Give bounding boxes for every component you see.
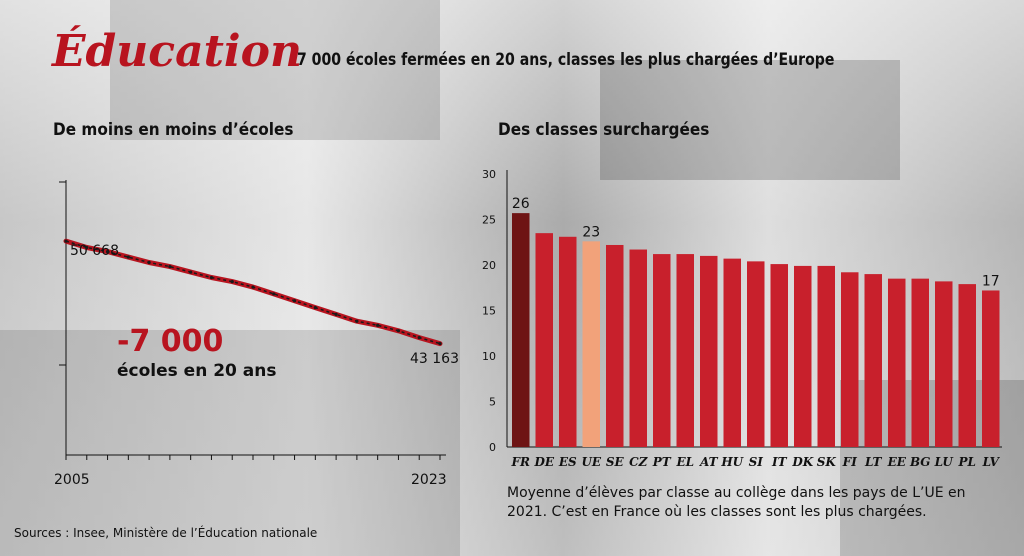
bar-es: [559, 236, 577, 447]
line-point: [355, 319, 359, 323]
bar-value-labels: 26 23 17: [512, 196, 1000, 289]
line-point: [417, 336, 421, 340]
bar-bg: [911, 278, 929, 447]
bar-sk: [817, 265, 835, 447]
bar-y-tick-label: 10: [482, 350, 496, 363]
bar-category-label: PL: [958, 455, 976, 469]
line-chart: 50 668 43 163 2005 2023 -7 000 écoles en…: [54, 180, 459, 488]
bar-el: [676, 254, 694, 447]
line-point: [438, 341, 442, 346]
bar-category-label: SK: [817, 455, 837, 469]
line-point: [85, 245, 89, 250]
sources: Sources : Insee, Ministère de l’Éducatio…: [14, 526, 318, 540]
highlight-value: -7 000: [117, 324, 223, 359]
line-point: [230, 280, 234, 284]
bar-si: [747, 261, 765, 447]
bar-category-label: EL: [675, 455, 694, 469]
bar-category-label: DK: [791, 455, 813, 469]
bar-category-label: ES: [558, 455, 577, 469]
line-start-label: 50 668: [70, 243, 119, 259]
page-subtitle: 7 000 écoles fermées en 20 ans, classes …: [297, 50, 835, 70]
bar-category-label: UE: [581, 455, 601, 469]
line-point: [396, 329, 401, 333]
bar-at: [700, 255, 718, 447]
bar-value-label: 17: [982, 273, 1000, 289]
bar-category-label: HU: [720, 455, 744, 469]
bar-category-label: FR: [511, 455, 531, 469]
bar-category-label: CZ: [629, 455, 649, 469]
line-x-start: 2005: [54, 472, 90, 488]
bar-categories: FR DE ES UE SE CZ PT EL AT HU SI IT DK SK FI LT EE BG LU PL…: [511, 455, 1001, 469]
line-point: [292, 299, 297, 303]
bar-category-label: PT: [652, 455, 672, 469]
line-point: [126, 255, 130, 259]
highlight-text: écoles en 20 ans: [117, 361, 277, 381]
bar-value-label: 23: [582, 224, 600, 240]
bar-ee: [888, 278, 906, 447]
line-point: [334, 312, 338, 317]
bar-y-tick-label: 5: [489, 396, 496, 409]
bar-category-label: SE: [606, 455, 625, 469]
bar-category-label: AT: [699, 455, 719, 469]
line-point: [376, 323, 380, 327]
bar-category-label: DE: [533, 455, 554, 469]
bar-cz: [629, 249, 647, 447]
line-point: [209, 275, 214, 280]
bar-fr: [512, 213, 530, 447]
line-point: [168, 265, 172, 269]
page-title: Éducation: [52, 26, 302, 77]
line-point: [272, 292, 276, 296]
bar-category-label: LU: [934, 455, 955, 469]
bar-hu: [723, 258, 741, 447]
bar-ue: [582, 241, 600, 447]
bar-lv: [982, 290, 1000, 447]
bar-category-label: IT: [771, 455, 788, 469]
bar-y-tick-label: 30: [482, 168, 496, 181]
bar-category-label: BG: [909, 455, 931, 469]
bar-fi: [841, 272, 859, 447]
bar-lt: [864, 274, 882, 447]
bar-y-tick-label: 25: [482, 214, 496, 227]
line-point: [189, 270, 193, 274]
bar-dk: [794, 265, 812, 447]
line-point: [147, 260, 151, 265]
bar-pl: [958, 284, 976, 447]
bar-category-label: LV: [982, 455, 1001, 469]
bar-it: [770, 264, 788, 447]
right-chart-heading: Des classes surchargées: [498, 120, 710, 140]
bar-y-ticks: 0 5 10 15 20 25 30: [482, 168, 496, 454]
left-chart-heading: De moins en moins d’écoles: [53, 120, 294, 140]
line-point: [251, 285, 255, 289]
bar-category-label: FI: [842, 455, 858, 469]
bar-y-tick-label: 0: [489, 441, 496, 454]
bar-lu: [935, 281, 953, 447]
line-point: [105, 250, 110, 254]
bar-y-tick-label: 20: [482, 259, 496, 272]
bar-y-tick-label: 15: [482, 305, 496, 318]
bar-pt: [653, 254, 671, 447]
line-x-ticks: [65, 455, 441, 460]
bar-de: [535, 233, 553, 447]
line-x-end: 2023: [411, 472, 447, 488]
bars: [512, 213, 1000, 447]
bar-category-label: LT: [864, 455, 882, 469]
line-point: [313, 305, 317, 310]
bar-se: [606, 244, 624, 447]
chart-note: Moyenne d’élèves par classe au collège d…: [507, 485, 966, 520]
bar-value-label: 26: [512, 196, 530, 212]
bar-category-label: EE: [887, 455, 907, 469]
line-point: [64, 239, 68, 243]
line-end-label: 43 163: [410, 351, 459, 367]
bar-category-label: SI: [749, 455, 764, 469]
bar-chart: 0 5 10 15 20 25 30 FR DE ES UE SE CZ PT EL AT HU SI IT DK S…: [482, 168, 1002, 469]
